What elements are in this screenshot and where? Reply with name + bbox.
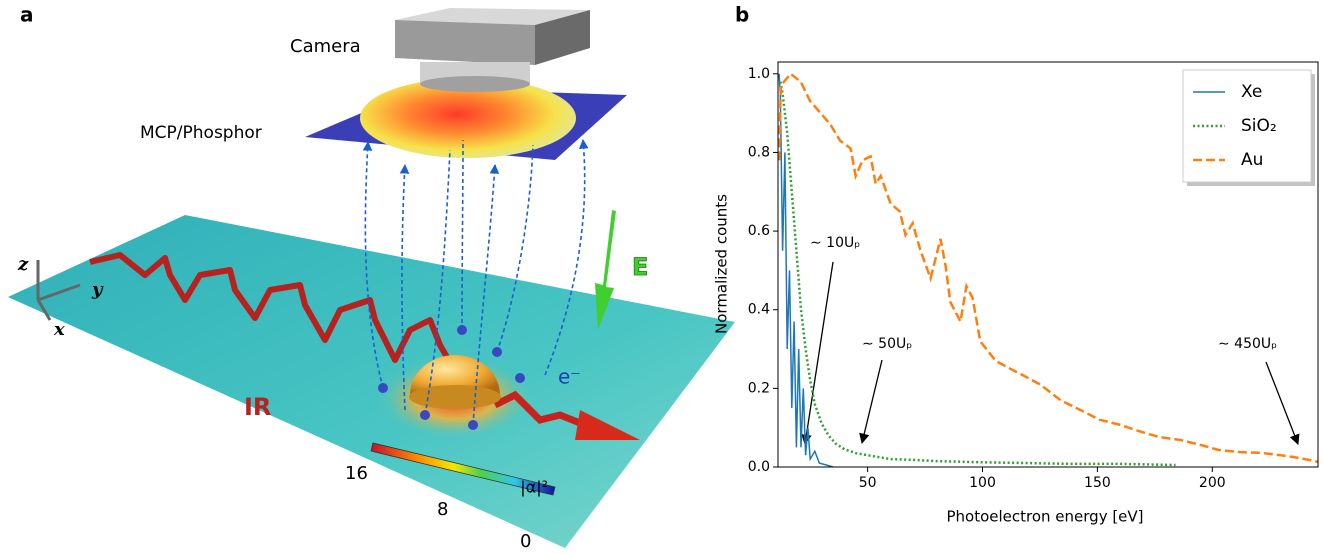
electron-image [360,78,576,158]
panel-label: b [735,3,749,27]
x-tick-label: 100 [969,475,996,491]
substrate-plane [8,215,735,548]
series-line [778,72,1318,464]
y-tick-label: 0.4 [748,302,770,318]
field-arrow [595,210,616,330]
series-line [778,73,834,467]
series-line [779,81,1176,467]
detector-label: MCP/Phosphor [140,123,262,143]
x-axis-label: Photoelectron energy [eV] [946,508,1143,526]
axes-triad [36,260,81,321]
ir-label: IR [244,393,271,421]
axis-x: x [53,319,65,340]
ir-arrowhead [575,410,640,440]
electrons [378,325,525,430]
camera-front [395,20,535,65]
colorbar-tick: 8 [437,499,448,520]
x-tick-label: 200 [1199,475,1226,491]
axis-z: z [17,254,29,275]
panel-a: a z y x Camera MCP/Phosphor IR E e⁻ |α|²… [8,3,735,552]
camera-lens-rim [420,76,530,92]
colorbar [370,442,556,496]
colorbar-title: |α|² [520,478,548,497]
ir-pulse-out [493,390,587,429]
annotation: ∼ 10Uₚ [810,235,860,251]
field-label: E [632,253,648,281]
legend-box [1182,69,1312,183]
y-axis-label: Normalized counts [713,194,731,334]
axis-y: y [91,279,104,300]
x-tick-label: 150 [1084,475,1111,491]
colorbar-tick: 16 [345,463,368,484]
electron-label: e⁻ [558,365,581,389]
nanoparticle-base [409,385,501,409]
panel-label: a [20,3,34,27]
annotation: ∼ 50Uₚ [862,336,912,352]
annotation: ∼ 450Uₚ [1218,336,1277,352]
colorbar-tick: 0 [520,531,531,551]
annotation-arrows [801,261,1300,446]
y-tick-label: 0.8 [748,144,770,160]
y-tick-label: 0.6 [748,223,770,239]
plot-frame [777,61,1319,468]
panel-b: b Photoelectron energy [eV] Normalized c… [713,3,1319,526]
camera-label: Camera [290,36,361,57]
legend-label: SiO₂ [1241,116,1277,136]
legend-label: Au [1241,150,1263,170]
electron-trajectories [362,139,589,426]
y-tick-label: 0.2 [748,380,770,396]
legend-label: Xe [1241,82,1262,102]
camera-top [395,8,590,25]
y-tick-label: 0.0 [748,459,770,475]
x-tick-label: 50 [859,475,877,491]
y-tick-label: 1.0 [748,66,770,82]
camera-side [535,10,590,65]
